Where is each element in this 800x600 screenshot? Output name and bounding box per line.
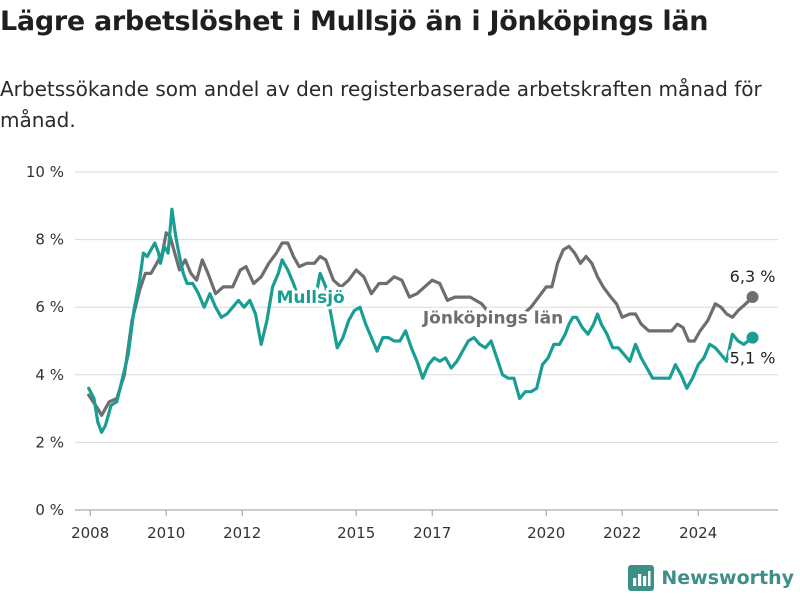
series-label-jonkopings-lan-halo: Jönköpings län [422, 308, 563, 328]
page-subtitle: Arbetssökande som andel av den registerb… [0, 77, 762, 132]
x-tick-label: 2012 [223, 524, 261, 542]
x-tick-label: 2022 [603, 524, 641, 542]
series-line-jonkopings-lan [87, 231, 755, 417]
bar-chart-icon [628, 565, 655, 591]
end-value-label-mullsjo: 5,1 % [730, 349, 776, 368]
x-tick-label: 2017 [413, 524, 451, 542]
x-tick-label: 2015 [337, 524, 375, 542]
x-tick-label: 2010 [147, 524, 185, 542]
end-marker-mullsjo [746, 331, 759, 344]
y-tick-label: 10 % [26, 163, 64, 181]
series-label-mullsjo: Mullsjö [276, 288, 344, 308]
end-value-label-jonkopings-lan-halo: 6,3 % [730, 267, 776, 286]
series-label-mullsjo-halo: Mullsjö [276, 288, 344, 308]
grid-layer: 0 % 2 % 4 % 6 % 8 % 10 % 2008 2010 2012 2015 2017 2… [26, 163, 778, 542]
y-tick-label: 6 % [35, 298, 64, 316]
x-tick-label: 2008 [71, 524, 109, 542]
series-label-jonkopings-lan: Jönköpings län [422, 308, 563, 328]
lines-layer [87, 207, 759, 434]
end-marker-jonkopings-lan [746, 291, 759, 304]
end-value-label-jonkopings-lan: 6,3 % [730, 267, 776, 286]
y-tick-label: 8 % [35, 231, 64, 249]
brand-logo: Newsworthy [628, 564, 794, 592]
end-value-label-mullsjo-halo: 5,1 % [730, 349, 776, 368]
x-tick-label: 2020 [527, 524, 565, 542]
series-line-mullsjo [87, 207, 755, 434]
y-tick-label: 4 % [35, 366, 64, 384]
brand-name: Newsworthy [661, 567, 794, 589]
page-title: Lägre arbetslöshet i Mullsjö än i Jönköp… [0, 6, 709, 37]
x-tick-label: 2024 [679, 524, 717, 542]
y-tick-label: 2 % [35, 433, 64, 451]
y-tick-label: 0 % [35, 501, 64, 519]
